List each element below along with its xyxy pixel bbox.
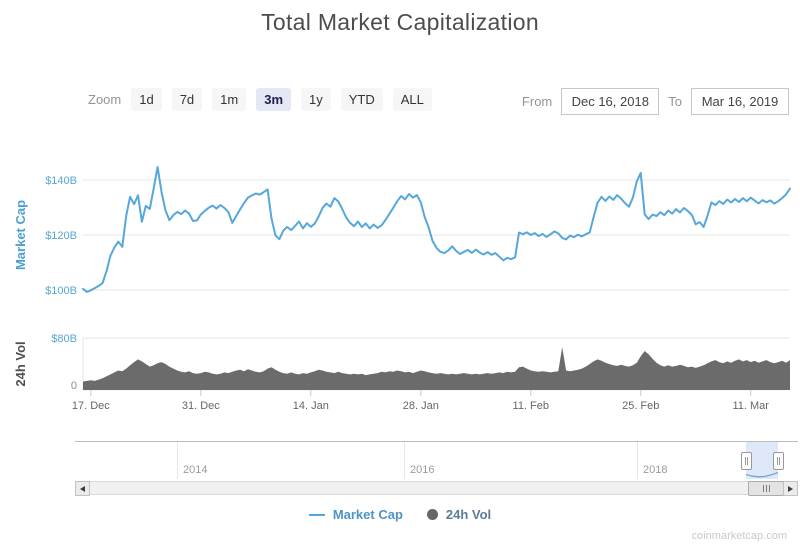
navigator-year-label: 2014 — [183, 464, 208, 476]
right-arrow-icon — [788, 485, 793, 492]
zoom-label: Zoom — [88, 92, 122, 107]
from-label: From — [521, 94, 553, 109]
zoom-button-group: Zoom 1d 7d 1m 3m 1y YTD ALL — [88, 88, 432, 111]
x-axis-tick-label: 17. Dec — [72, 400, 110, 412]
x-axis-tick-label: 11. Feb — [513, 400, 550, 412]
zoom-button-all[interactable]: ALL — [392, 88, 432, 111]
navigator: 2014 2016 2018 — [75, 441, 798, 479]
date-range-group: From To — [522, 88, 789, 115]
zoom-button-ytd[interactable]: YTD — [340, 88, 383, 111]
navigator-left-handle[interactable] — [741, 452, 752, 470]
y-axis-tick-label: $100B — [45, 285, 77, 297]
legend-label: Market Cap — [332, 507, 403, 522]
line-marker-icon — [308, 513, 325, 516]
left-arrow-icon — [80, 485, 85, 492]
market-cap-axis-title: Market Cap — [13, 200, 28, 270]
navigator-gridline — [404, 442, 405, 479]
x-axis-tick-label: 25. Feb — [622, 400, 659, 412]
legend-item-market-cap[interactable]: Market Cap — [308, 507, 403, 522]
vol-axis-tick-label: 0 — [71, 380, 77, 392]
scrollbar[interactable] — [75, 481, 798, 496]
legend-item-24h-vol[interactable]: 24h Vol — [426, 507, 492, 522]
zoom-button-1d[interactable]: 1d — [131, 88, 162, 111]
navigator-year-label: 2016 — [410, 464, 435, 476]
x-axis-tick-label: 28. Jan — [403, 400, 439, 412]
toolbar: Zoom 1d 7d 1m 3m 1y YTD ALL From To — [0, 88, 800, 118]
main-chart: $140B $120B $100B $80B 0 Market Cap 24h Vol 17.… — [13, 140, 791, 412]
zoom-button-1y[interactable]: 1y — [301, 88, 331, 111]
page-title: Total Market Capitalization — [261, 9, 539, 35]
navigator-year-label: 2018 — [643, 464, 668, 476]
navigator-gridline — [637, 442, 638, 479]
x-axis-tick-label: 31. Dec — [182, 400, 220, 412]
watermark: coinmarketcap.com — [691, 530, 787, 542]
y-axis-tick-label: $140B — [45, 175, 77, 187]
x-axis-tick-label: 14. Jan — [293, 400, 329, 412]
legend-label: 24h Vol — [445, 507, 492, 522]
scrollbar-thumb[interactable] — [748, 481, 784, 496]
plot-area[interactable] — [83, 140, 790, 390]
vol-axis-tick-label: $80B — [51, 333, 77, 345]
circle-marker-icon — [426, 509, 438, 520]
scrollbar-left-arrow[interactable] — [75, 481, 90, 496]
navigator-series — [746, 471, 778, 478]
vol-axis-title: 24h Vol — [13, 341, 28, 386]
legend: Market Cap 24h Vol — [0, 507, 800, 522]
zoom-buttons: 1d 7d 1m 3m 1y YTD ALL — [121, 88, 432, 111]
navigator-gridline — [177, 442, 178, 479]
to-label: To — [668, 94, 682, 109]
navigator-right-handle[interactable] — [773, 452, 784, 470]
from-date-input[interactable] — [561, 88, 660, 115]
scrollbar-right-arrow[interactable] — [783, 481, 798, 496]
volume-area-series — [83, 347, 790, 390]
zoom-button-7d[interactable]: 7d — [171, 88, 203, 111]
zoom-button-1m[interactable]: 1m — [212, 88, 247, 111]
to-date-input[interactable] — [691, 88, 789, 115]
zoom-button-3m[interactable]: 3m — [256, 88, 292, 111]
y-axis-tick-label: $120B — [45, 230, 77, 242]
navigator-series-line — [746, 471, 778, 478]
market-cap-line-series — [82, 166, 791, 293]
x-axis-tick-label: 11. Mar — [732, 400, 769, 412]
